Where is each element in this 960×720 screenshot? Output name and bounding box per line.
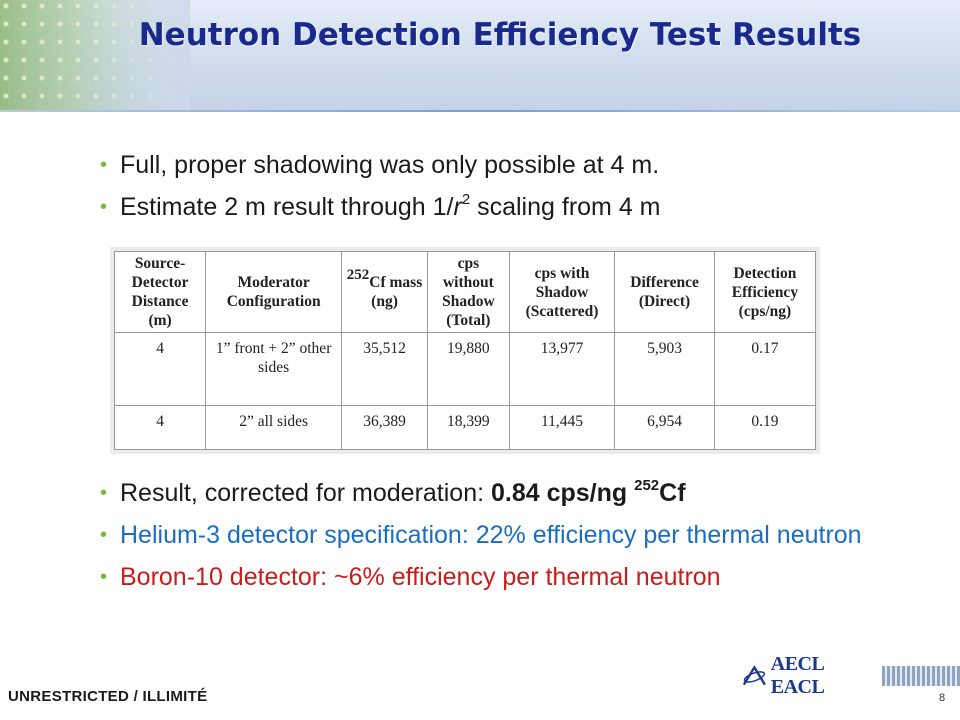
bullet-shadowing: • Full, proper shadowing was only possib…: [100, 150, 900, 180]
bullet-result-value: 0.84 cps/ng: [491, 479, 635, 507]
cell-efficiency: 0.17: [713, 331, 817, 407]
page-number: 8: [939, 692, 946, 704]
cell-cf-mass: 35,512: [341, 331, 428, 407]
cell-cps-with: 11,445: [508, 405, 616, 450]
bullet-list-bottom: • Result, corrected for moderation: 0.84…: [100, 478, 900, 604]
table-row: 4 2” all sides 36,389 18,399 11,445 6,95…: [113, 405, 817, 450]
header-moderator: Moderator Configuration: [205, 251, 343, 333]
results-table-image: Source-Detector Distance (m) Moderator C…: [110, 247, 820, 454]
bullet-result-sup: 252: [634, 476, 660, 494]
bullet-list-top: • Full, proper shadowing was only possib…: [100, 150, 900, 234]
cell-cps-without: 19,880: [426, 331, 510, 407]
bullet-dot-icon: •: [100, 154, 108, 176]
cell-difference: 6,954: [614, 405, 715, 450]
title-banner: [0, 0, 960, 112]
bullet-scaling-pre: Estimate 2 m result through 1/: [120, 193, 454, 221]
cell-moderator: 2” all sides: [205, 405, 343, 450]
classification-label: UNRESTRICTED / ILLIMITÉ: [8, 688, 208, 705]
bullet-helium-text: Helium-3 detector specification: 22% eff…: [120, 521, 862, 549]
header-efficiency: Detection Efficiency (cps/ng): [713, 251, 817, 333]
slide-title: Neutron Detection Efficiency Test Result…: [138, 17, 862, 53]
bullet-boron-text: Boron-10 detector: ~6% efficiency per th…: [120, 563, 721, 591]
logo-stripes: [881, 666, 960, 686]
results-table: Source-Detector Distance (m) Moderator C…: [113, 251, 817, 450]
banner-rule: [0, 110, 960, 112]
bullet-boron: • Boron-10 detector: ~6% efficiency per …: [100, 562, 900, 592]
table-row: 4 1” front + 2” other sides 35,512 19,88…: [113, 331, 817, 407]
cell-cf-mass: 36,389: [341, 405, 428, 450]
header-cf-sup: 252: [346, 266, 370, 283]
bullet-scaling-sup: 2: [461, 190, 471, 208]
bullet-result: • Result, corrected for moderation: 0.84…: [100, 478, 900, 508]
aecl-logo: AECL EACL: [742, 653, 960, 698]
cell-cps-without: 18,399: [426, 405, 510, 450]
banner-decoration: [0, 0, 190, 112]
header-distance: Source-Detector Distance (m): [113, 251, 207, 333]
header-cps-with: cps with Shadow (Scattered): [508, 251, 616, 333]
bullet-dot-icon: •: [100, 482, 108, 504]
bullet-shadowing-text: Full, proper shadowing was only possible…: [120, 151, 660, 179]
bullet-scaling-r: r: [453, 193, 462, 221]
table-header-row: Source-Detector Distance (m) Moderator C…: [113, 251, 817, 333]
cell-difference: 5,903: [614, 331, 715, 407]
bullet-scaling-post: scaling from 4 m: [470, 193, 661, 221]
bullet-dot-icon: •: [100, 566, 108, 588]
bullet-scaling: • Estimate 2 m result through 1/r2 scali…: [100, 192, 900, 222]
logo-text: AECL EACL: [770, 653, 825, 698]
header-cf-mass: 252Cf mass (ng): [341, 251, 428, 333]
cell-distance: 4: [113, 405, 207, 450]
header-cps-without: cps without Shadow (Total): [426, 251, 510, 333]
bullet-dot-icon: •: [100, 524, 108, 546]
header-difference: Difference (Direct): [614, 251, 715, 333]
atom-logo-icon: [742, 665, 766, 686]
bullet-helium: • Helium-3 detector specification: 22% e…: [100, 520, 900, 550]
cell-distance: 4: [113, 331, 207, 407]
cell-efficiency: 0.19: [713, 405, 817, 450]
bullet-result-pre: Result, corrected for moderation:: [120, 479, 491, 507]
cell-moderator: 1” front + 2” other sides: [205, 331, 343, 407]
cell-cps-with: 13,977: [508, 331, 616, 407]
bullet-result-cf: Cf: [659, 479, 686, 507]
header-cf-label: Cf mass (ng): [369, 274, 423, 310]
bullet-dot-icon: •: [100, 196, 108, 218]
